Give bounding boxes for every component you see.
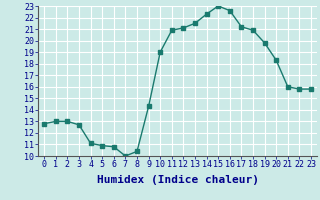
- X-axis label: Humidex (Indice chaleur): Humidex (Indice chaleur): [97, 175, 259, 185]
